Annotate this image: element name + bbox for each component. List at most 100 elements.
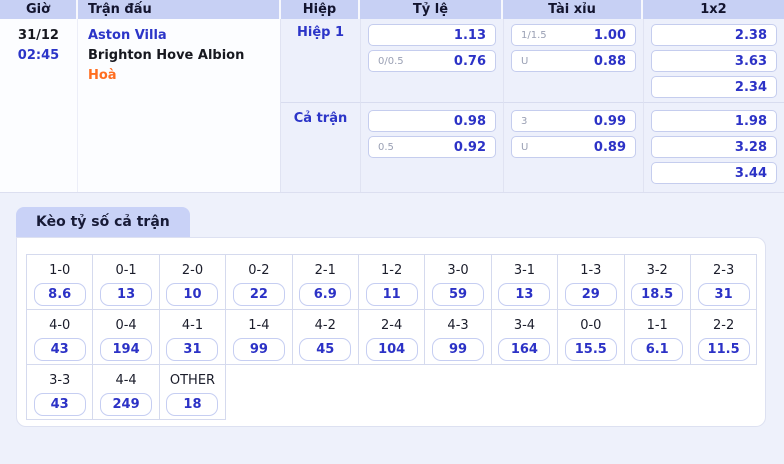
1x2-full-cell: 1.98 3.28 3.44 — [643, 102, 784, 192]
score-odds-button[interactable]: 13 — [498, 283, 551, 306]
score-odds-button[interactable]: 43 — [33, 393, 86, 416]
score-odds-button[interactable]: 22 — [232, 283, 285, 306]
odds-box-ou-ft-2[interactable]: U 0.89 — [511, 136, 636, 158]
score-label: 1-0 — [49, 263, 71, 278]
tab-correct-score[interactable]: Kèo tỷ số cả trận — [16, 207, 190, 237]
score-odds-button[interactable]: 15.5 — [564, 338, 617, 361]
score-label: 2-4 — [381, 318, 403, 333]
odds-box-ratio-h1-2[interactable]: 0/0.5 0.76 — [368, 50, 496, 72]
score-label: 0-1 — [115, 263, 137, 278]
score-odds-button[interactable]: 29 — [564, 283, 617, 306]
odds-box-ou-ft-1[interactable]: 3 0.99 — [511, 110, 636, 132]
period-label-full: Cả trận — [281, 102, 360, 192]
score-label: 3-0 — [447, 263, 469, 278]
score-cell: 2-3 31 — [690, 255, 758, 310]
odds-value: 2.34 — [734, 79, 767, 95]
odds-value: 2.38 — [734, 27, 767, 43]
score-odds-button[interactable]: 6.9 — [299, 283, 352, 306]
odds-value: 3.63 — [734, 53, 767, 69]
match-cell: Aston Villa Brighton Hove Albion Hoà — [78, 19, 281, 192]
1x2-half1-cell: 2.38 3.63 2.34 — [643, 19, 784, 102]
score-odds-button[interactable]: 194 — [100, 338, 153, 361]
score-label: 1-3 — [580, 263, 602, 278]
score-label: 4-2 — [314, 318, 336, 333]
score-label: OTHER — [169, 373, 216, 388]
score-label: 4-1 — [181, 318, 204, 333]
match-kickoff-time: 02:45 — [17, 48, 60, 63]
header-1x2: 1x2 — [643, 0, 784, 19]
odds-box-ratio-ft-2[interactable]: 0.5 0.92 — [368, 136, 496, 158]
score-cell: 2-0 10 — [159, 255, 227, 310]
score-odds-button[interactable]: 8.6 — [33, 283, 86, 306]
odds-box-ratio-ft-1[interactable]: 0.98 — [368, 110, 496, 132]
score-label: 2-2 — [712, 318, 735, 333]
home-team-link[interactable]: Aston Villa — [88, 28, 167, 43]
header-ratio: Tỷ lệ — [360, 0, 503, 19]
score-grid: 1-0 8.6 0-1 13 2-0 10 0-2 22 2-1 6.9 1-2… — [26, 254, 758, 420]
score-odds-button[interactable]: 59 — [432, 283, 485, 306]
odds-box-ou-h1-1[interactable]: 1/1.5 1.00 — [511, 24, 636, 46]
odds-value: 0.89 — [593, 139, 626, 155]
odds-value: 0.92 — [453, 139, 486, 155]
odds-handicap-label: U — [521, 141, 529, 153]
match-time-cell: 31/12 02:45 — [0, 19, 78, 192]
score-cell: 4-1 31 — [159, 310, 227, 365]
odds-table: Giờ Trận đấu Hiệp Tỷ lệ Tài xỉu 1x2 31/1… — [0, 0, 784, 193]
odds-value: 1.13 — [453, 27, 486, 43]
score-cell: OTHER 18 — [159, 365, 227, 420]
score-odds-button[interactable]: 18.5 — [631, 283, 684, 306]
score-odds-section: Kèo tỷ số cả trận 1-0 8.6 0-1 13 2-0 10 … — [16, 207, 768, 427]
score-label: 3-2 — [646, 263, 668, 278]
odds-value: 0.99 — [593, 113, 626, 129]
score-cell: 1-3 29 — [558, 255, 625, 310]
score-odds-button[interactable]: 104 — [365, 338, 418, 361]
score-label: 0-0 — [580, 318, 602, 333]
odds-box-1x2-ft-2[interactable]: 3.28 — [651, 136, 777, 158]
header-match: Trận đấu — [78, 0, 281, 19]
odds-handicap-label: 0.5 — [378, 141, 394, 153]
score-cell: 1-2 11 — [358, 255, 426, 310]
odds-value: 0.98 — [453, 113, 486, 129]
score-odds-button[interactable]: 11 — [365, 283, 418, 306]
odds-value: 3.44 — [734, 165, 767, 181]
score-odds-button[interactable]: 99 — [432, 338, 485, 361]
odds-value: 1.00 — [593, 27, 626, 43]
score-cell: 2-1 6.9 — [292, 255, 359, 310]
odds-box-ratio-h1-1[interactable]: 1.13 — [368, 24, 496, 46]
score-cell: 3-1 13 — [491, 255, 559, 310]
score-odds-button[interactable]: 18 — [166, 393, 219, 416]
odds-box-1x2-h1-2[interactable]: 3.63 — [651, 50, 777, 72]
odds-box-ou-h1-2[interactable]: U 0.88 — [511, 50, 636, 72]
score-odds-button[interactable]: 43 — [33, 338, 86, 361]
odds-box-1x2-ft-1[interactable]: 1.98 — [651, 110, 777, 132]
score-cell: 2-4 104 — [358, 310, 426, 365]
score-cell: 1-1 6.1 — [624, 310, 691, 365]
score-cell: 3-4 164 — [491, 310, 559, 365]
score-label: 4-4 — [115, 373, 137, 388]
score-label: 3-3 — [49, 373, 71, 388]
score-odds-button[interactable]: 31 — [697, 283, 750, 306]
score-cell: 3-3 43 — [27, 365, 94, 420]
odds-box-1x2-ft-3[interactable]: 3.44 — [651, 162, 777, 184]
score-odds-button[interactable]: 164 — [498, 338, 551, 361]
header-time: Giờ — [0, 0, 78, 19]
score-odds-button[interactable]: 10 — [166, 283, 219, 306]
score-odds-button[interactable]: 31 — [166, 338, 219, 361]
score-odds-button[interactable]: 45 — [299, 338, 352, 361]
score-label: 4-0 — [49, 318, 71, 333]
match-date: 31/12 — [18, 28, 59, 43]
score-odds-button[interactable]: 11.5 — [697, 338, 750, 361]
score-cell: 0-2 22 — [226, 255, 293, 310]
score-label: 2-0 — [181, 263, 204, 278]
score-odds-button[interactable]: 249 — [100, 393, 153, 416]
score-odds-button[interactable]: 6.1 — [631, 338, 684, 361]
odds-handicap-label: 0/0.5 — [378, 55, 404, 67]
odds-box-1x2-h1-3[interactable]: 2.34 — [651, 76, 777, 98]
odds-box-1x2-h1-1[interactable]: 2.38 — [651, 24, 777, 46]
away-team-label: Brighton Hove Albion — [88, 48, 245, 63]
over-under-full-cell: 3 0.99 U 0.89 — [503, 102, 643, 192]
score-label: 1-1 — [646, 318, 668, 333]
score-odds-button[interactable]: 99 — [232, 338, 285, 361]
score-odds-panel: 1-0 8.6 0-1 13 2-0 10 0-2 22 2-1 6.9 1-2… — [16, 237, 766, 427]
score-odds-button[interactable]: 13 — [100, 283, 153, 306]
